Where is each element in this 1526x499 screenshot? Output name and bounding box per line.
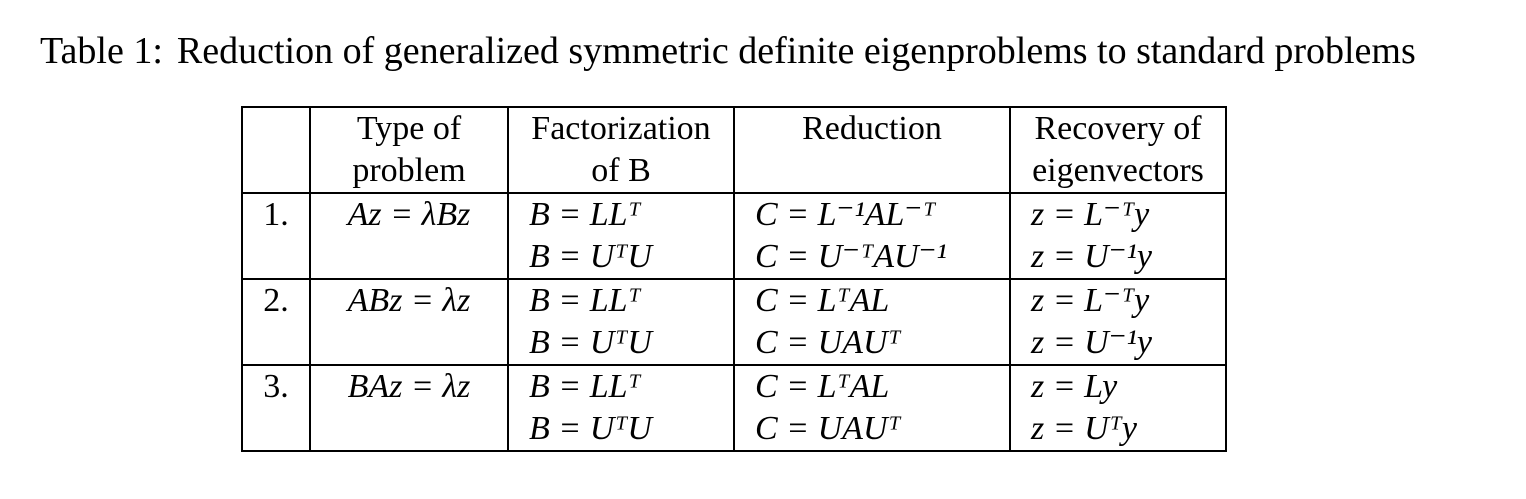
table-row: B = UᵀU C = UAUᵀ z = U⁻¹y xyxy=(242,322,1227,365)
table-row: 1. Az = λBz B = LLᵀ C = L⁻¹AL⁻ᵀ z = L⁻ᵀy xyxy=(241,193,1227,279)
header-factorization: Factorization of B xyxy=(507,107,735,193)
factorization-cell: B = LLᵀ xyxy=(507,279,735,322)
table-row: 2. ABz = λz B = LLᵀ C = LᵀAL z = L⁻ᵀy xyxy=(241,279,1227,365)
reduction-cell: C = UAUᵀ xyxy=(733,408,1011,451)
table-group-1: 1. Az = λBz B = LLᵀ C = L⁻¹AL⁻ᵀ z = L⁻ᵀy… xyxy=(241,193,1227,279)
reduction-cell: C = U⁻ᵀAU⁻¹ xyxy=(733,236,1011,279)
reduction-cell: C = L⁻¹AL⁻ᵀ xyxy=(733,193,1011,236)
factorization-cell: B = LLᵀ xyxy=(507,365,735,408)
recovery-cell: z = U⁻¹y xyxy=(1009,322,1227,365)
problem-type: ABz = λz xyxy=(309,279,509,365)
header-type-of-problem: Type of problem xyxy=(309,107,509,193)
table-caption: Table 1: Reduction of generalized symmetr… xyxy=(40,28,1416,74)
header-index xyxy=(241,107,311,193)
table-row: 3. BAz = λz B = LLᵀ C = LᵀAL z = Ly xyxy=(241,365,1227,451)
factorization-cell: B = UᵀU xyxy=(507,408,735,451)
caption-label: Table 1: xyxy=(40,30,163,72)
factorization-cell: B = LLᵀ xyxy=(507,193,735,236)
caption-text: Reduction of generalized symmetric defin… xyxy=(176,30,1416,72)
table-group-2: 2. ABz = λz B = LLᵀ C = LᵀAL z = L⁻ᵀy B … xyxy=(241,279,1227,365)
header-row: Type of problem Factorization of B Reducti… xyxy=(241,107,1227,193)
reduction-cell: C = LᵀAL xyxy=(733,279,1011,322)
factorization-cell: B = UᵀU xyxy=(507,322,735,365)
row-number: 2. xyxy=(241,279,311,365)
recovery-cell: z = L⁻ᵀy xyxy=(1009,279,1227,322)
factorization-cell: B = UᵀU xyxy=(507,236,735,279)
reduction-cell: C = UAUᵀ xyxy=(733,322,1011,365)
row-number: 3. xyxy=(241,365,311,451)
problem-type: Az = λBz xyxy=(309,193,509,279)
recovery-cell: z = Ly xyxy=(1009,365,1227,408)
table-row: B = UᵀU C = U⁻ᵀAU⁻¹ z = U⁻¹y xyxy=(242,236,1227,279)
table-group-3: 3. BAz = λz B = LLᵀ C = LᵀAL z = Ly B = … xyxy=(241,365,1227,451)
eigenproblem-table: Type of problem Factorization of B Reducti… xyxy=(241,106,1227,452)
row-number: 1. xyxy=(241,193,311,279)
reduction-cell: C = LᵀAL xyxy=(733,365,1011,408)
header-reduction: Reduction xyxy=(733,107,1011,193)
recovery-cell: z = U⁻¹y xyxy=(1009,236,1227,279)
recovery-cell: z = Uᵀy xyxy=(1009,408,1227,451)
table-row: B = UᵀU C = UAUᵀ z = Uᵀy xyxy=(242,408,1227,451)
recovery-cell: z = L⁻ᵀy xyxy=(1009,193,1227,236)
header-recovery: Recovery of eigenvectors xyxy=(1009,107,1227,193)
problem-type: BAz = λz xyxy=(309,365,509,451)
